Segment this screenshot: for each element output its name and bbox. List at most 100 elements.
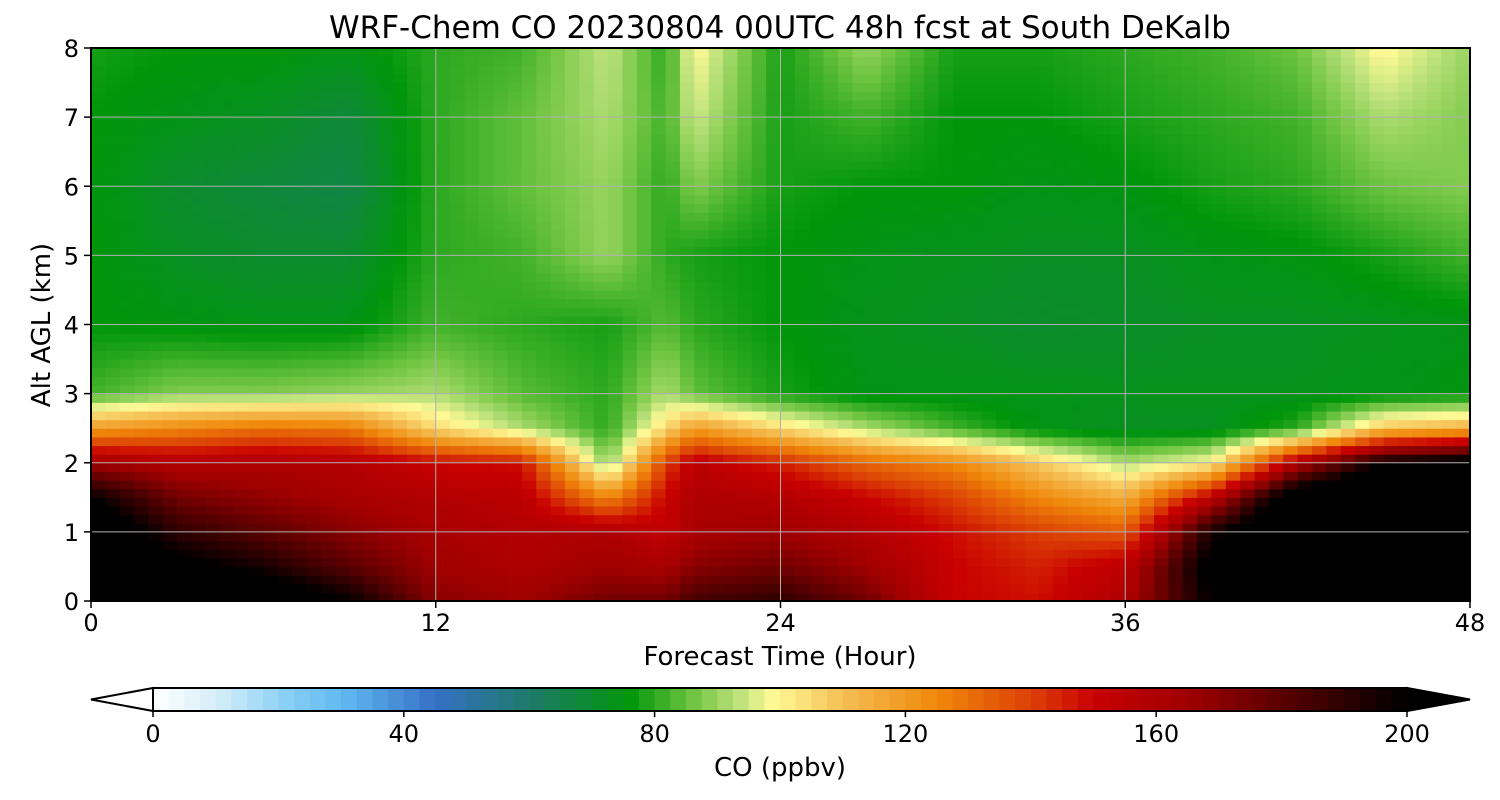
heatmap-cell (751, 48, 767, 58)
heatmap-cell (277, 255, 293, 265)
heatmap-cell (1182, 497, 1198, 507)
heatmap-cell (478, 523, 494, 533)
heatmap-cell (536, 436, 552, 447)
heatmap-cell (1153, 402, 1169, 412)
heatmap-cell (823, 367, 839, 377)
heatmap-cell (924, 108, 940, 118)
heatmap-cell (349, 514, 365, 524)
heatmap-cell (507, 480, 523, 490)
heatmap-cell (837, 505, 853, 516)
heatmap-cell (794, 151, 810, 161)
heatmap-cell (1182, 212, 1198, 222)
heatmap-cell (263, 168, 279, 179)
heatmap-cell (766, 255, 782, 265)
heatmap-cell (306, 419, 322, 429)
heatmap-cell (967, 194, 983, 205)
heatmap-cell (320, 393, 336, 403)
heatmap-cell (363, 298, 379, 308)
heatmap-cell (823, 186, 839, 196)
heatmap-cell (392, 410, 408, 421)
heatmap-cell (378, 350, 394, 360)
heatmap-cell (794, 488, 810, 498)
heatmap-cell (909, 445, 925, 455)
heatmap-cell (1153, 445, 1169, 455)
heatmap-cell (1110, 307, 1126, 317)
heatmap-cell (737, 177, 753, 187)
heatmap-cell (119, 125, 135, 136)
heatmap-cell (464, 48, 480, 58)
heatmap-cell (593, 151, 609, 161)
heatmap-cell (335, 428, 351, 438)
heatmap-cell (536, 160, 552, 170)
heatmap-cell (91, 402, 106, 412)
heatmap-cell (550, 220, 566, 231)
heatmap-cell (220, 99, 236, 110)
heatmap-cell (622, 436, 638, 447)
heatmap-cell (952, 428, 968, 438)
heatmap-cell (205, 48, 221, 58)
heatmap-cell (665, 186, 681, 196)
heatmap-cell (105, 82, 121, 92)
heatmap-cell (924, 557, 940, 568)
heatmap-cell (148, 454, 164, 464)
heatmap-cell (306, 445, 322, 455)
heatmap-cell (205, 65, 221, 75)
heatmap-cell (134, 454, 150, 464)
heatmap-cell (723, 220, 738, 231)
heatmap-cell (766, 592, 782, 601)
heatmap-cell (1125, 194, 1141, 205)
heatmap-cell (967, 315, 983, 326)
heatmap-cell (177, 549, 193, 559)
heatmap-cell (392, 315, 408, 326)
heatmap-cell (320, 56, 336, 66)
heatmap-cell (1197, 272, 1213, 282)
heatmap-cell (335, 454, 351, 464)
heatmap-cell (1153, 143, 1169, 153)
heatmap-cell (306, 497, 322, 507)
heatmap-cell (852, 592, 868, 601)
heatmap-cell (1053, 82, 1069, 92)
heatmap-cell (392, 108, 408, 118)
heatmap-cell (292, 454, 308, 464)
heatmap-cell (766, 402, 782, 412)
heatmap-cell (134, 307, 150, 317)
heatmap-cell (536, 125, 552, 136)
heatmap-cell (536, 99, 552, 110)
heatmap-cell (349, 592, 365, 601)
heatmap-cell (952, 65, 968, 75)
heatmap-cell (1082, 575, 1098, 585)
heatmap-cell (1096, 384, 1112, 395)
heatmap-cell (507, 324, 523, 334)
heatmap-cell (1168, 56, 1184, 66)
heatmap-cell (1125, 73, 1141, 84)
heatmap-cell (134, 108, 150, 118)
heatmap-cell (1067, 315, 1083, 326)
heatmap-cell (852, 471, 868, 481)
heatmap-cell (737, 56, 753, 66)
heatmap-cell (119, 497, 135, 507)
heatmap-cell (866, 480, 882, 490)
heatmap-cell (335, 177, 351, 187)
heatmap-cell (119, 419, 135, 429)
heatmap-cell (679, 108, 695, 118)
heatmap-cell (277, 557, 293, 568)
heatmap-cell (708, 82, 724, 92)
heatmap-cell (1211, 566, 1227, 576)
heatmap-cell (866, 445, 882, 455)
heatmap-cell (881, 177, 897, 187)
heatmap-cell (277, 376, 293, 386)
heatmap-cell (450, 488, 466, 498)
heatmap-cell (881, 583, 897, 593)
heatmap-cell (938, 523, 954, 533)
heatmap-cell (349, 48, 365, 58)
heatmap-cell (450, 549, 466, 559)
heatmap-cell (766, 91, 782, 101)
heatmap-cell (263, 151, 279, 161)
heatmap-cell (464, 125, 480, 136)
heatmap-cell (320, 445, 336, 455)
heatmap-cell (450, 436, 466, 447)
heatmap-cell (349, 134, 365, 144)
heatmap-cell (134, 436, 150, 447)
heatmap-cell (249, 212, 264, 222)
heatmap-cell (723, 531, 738, 542)
